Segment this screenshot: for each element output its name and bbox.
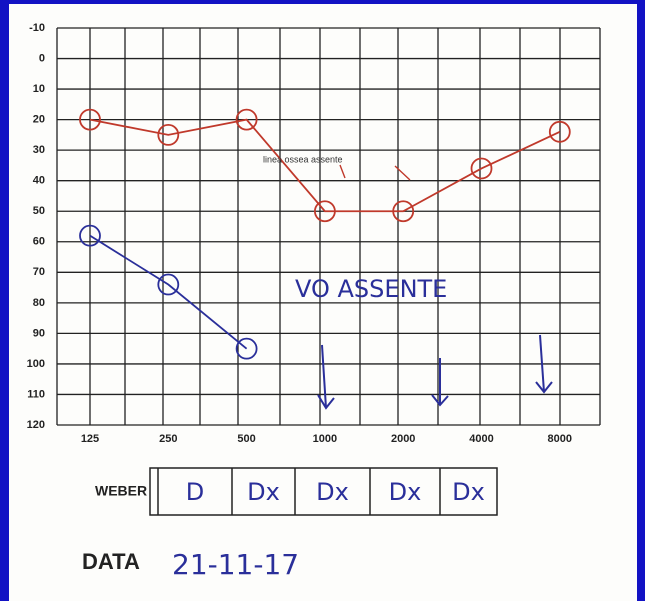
data-point — [235, 337, 258, 360]
weber-cell: D — [186, 478, 204, 506]
vertical-grid — [56, 28, 601, 425]
plot: -10 0 10 20 30 40 50 60 70 80 90 100 110 120 125 250 500… — [27, 22, 600, 445]
x-tick-label: 4000 — [469, 433, 493, 445]
weber-label: WEBER — [95, 483, 147, 499]
y-tick-label: -10 — [29, 22, 45, 34]
y-tick-label: 90 — [33, 327, 45, 339]
data-point — [79, 108, 101, 131]
y-tick-label: 50 — [33, 205, 45, 217]
data-point — [79, 224, 101, 247]
weber-box — [149, 467, 498, 516]
weber-cell: Dx — [389, 478, 422, 506]
weber-cell: Dx — [247, 478, 280, 506]
x-tick-label: 1000 — [313, 433, 337, 445]
y-tick-label: 70 — [33, 266, 45, 278]
y-tick-label: 20 — [33, 114, 45, 126]
annotation: linea ossea assente — [263, 154, 343, 164]
series-line — [89, 118, 561, 213]
y-tick-label: 10 — [33, 83, 45, 95]
no-response-arrows — [317, 334, 553, 410]
weber-cell: Dx — [452, 478, 485, 506]
data-point — [313, 200, 336, 223]
x-tick-label: 125 — [81, 433, 99, 445]
x-tick-label: 500 — [237, 433, 255, 445]
data-point — [235, 108, 258, 131]
x-tick-label: 250 — [159, 433, 177, 445]
y-tick-label: 100 — [27, 358, 45, 370]
series-line — [89, 234, 248, 350]
y-tick-label: 40 — [33, 175, 45, 187]
weber-table: D Dx Dx Dx Dx — [149, 467, 498, 516]
annotation: VO ASSENTE — [295, 275, 447, 303]
y-tick-label: 110 — [27, 388, 45, 400]
x-tick-label: 2000 — [391, 433, 415, 445]
y-tick-label: 80 — [33, 297, 45, 309]
x-tick-label: 8000 — [548, 433, 572, 445]
date-label: DATA — [82, 549, 140, 574]
data-point — [470, 157, 493, 180]
data-point — [157, 123, 180, 146]
y-tick-label: 60 — [33, 236, 45, 248]
data-point — [157, 273, 180, 296]
weber-cell: Dx — [316, 478, 349, 506]
date-value: 21-11-17 — [172, 548, 299, 581]
y-tick-label: 120 — [27, 419, 45, 431]
data-point — [548, 120, 571, 143]
y-tick-label: 0 — [39, 52, 45, 64]
annotation-pointer — [339, 164, 411, 181]
y-tick-label: 30 — [33, 144, 45, 156]
data-point — [392, 200, 415, 223]
